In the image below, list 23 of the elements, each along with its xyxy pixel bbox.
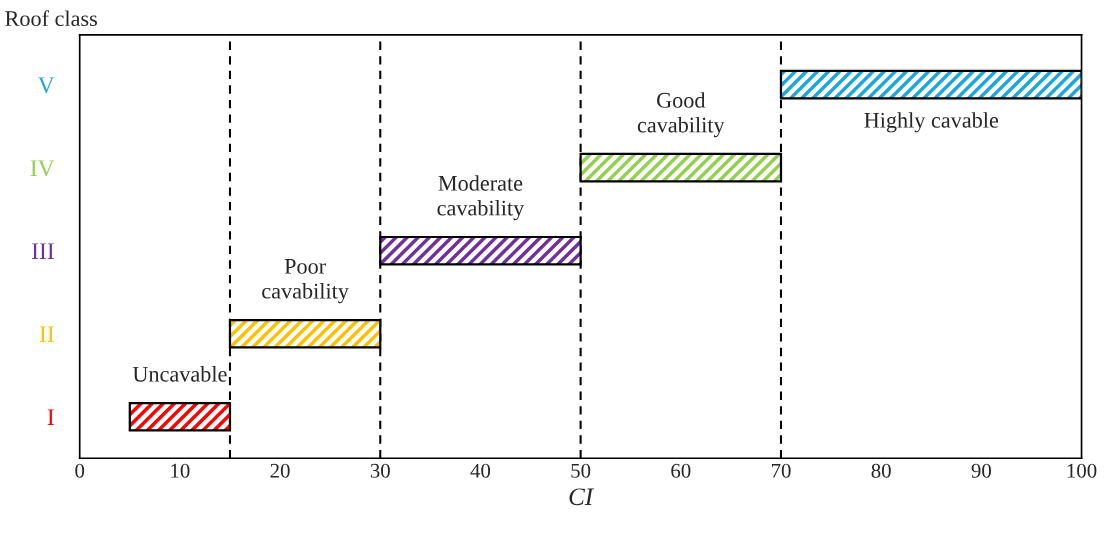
annotation: Good cavability xyxy=(637,92,725,138)
annotation: Poor cavability xyxy=(262,259,349,304)
x-tick-label: 50 xyxy=(571,463,591,478)
y-tick-label: II xyxy=(39,326,54,342)
x-tick-label: 20 xyxy=(270,463,290,478)
y-axis-title: Roof class xyxy=(5,10,97,27)
y-tick-label: IV xyxy=(30,160,55,177)
x-tick-label: 90 xyxy=(971,463,991,478)
x-tick-label: 100 xyxy=(1067,463,1097,478)
y-tick-label: III xyxy=(31,243,54,259)
x-tick-label: 70 xyxy=(771,463,791,478)
y-tick-label: I xyxy=(47,409,54,425)
x-tick-label: 30 xyxy=(370,463,390,478)
x-axis-title: CI xyxy=(569,488,595,506)
annotation: Moderate cavability xyxy=(437,175,525,221)
x-tick-label: 0 xyxy=(75,463,85,478)
x-tick-label: 10 xyxy=(171,463,190,478)
x-tick-label: 60 xyxy=(671,463,691,478)
x-tick-label: 40 xyxy=(470,463,491,478)
annotation: Highly cavable xyxy=(864,112,999,133)
x-tick-label: 80 xyxy=(871,463,891,478)
annotation: Uncavable xyxy=(132,366,227,382)
y-tick-label: V xyxy=(37,77,55,94)
